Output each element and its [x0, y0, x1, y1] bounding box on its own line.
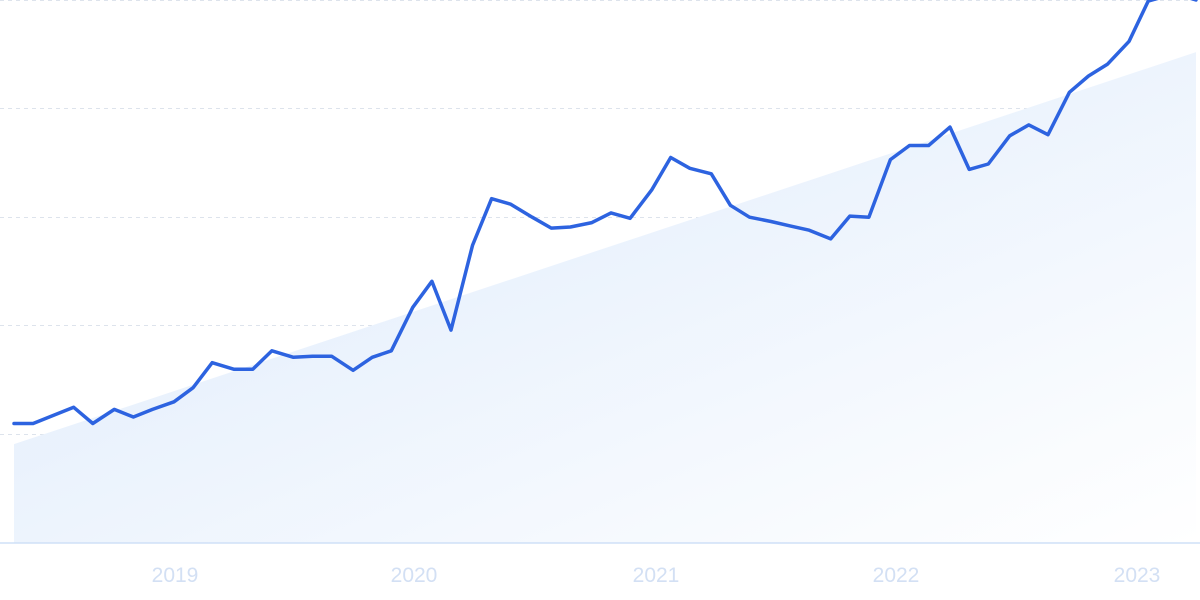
- x-tick-label-2022: 2022: [873, 564, 920, 587]
- x-axis-tick-labels: 2019 2020 2021 2022 2023: [152, 564, 1161, 587]
- x-tick-label-2020: 2020: [391, 564, 438, 587]
- series-line-0: [12, 0, 1198, 426]
- trend-area-shape: [14, 52, 1196, 544]
- x-tick-label-2023: 2023: [1114, 564, 1161, 587]
- x-tick-label-2021: 2021: [633, 564, 680, 587]
- trend-area: [14, 52, 1196, 544]
- series-lines: [12, 0, 1198, 426]
- x-tick-label-2019: 2019: [152, 564, 199, 587]
